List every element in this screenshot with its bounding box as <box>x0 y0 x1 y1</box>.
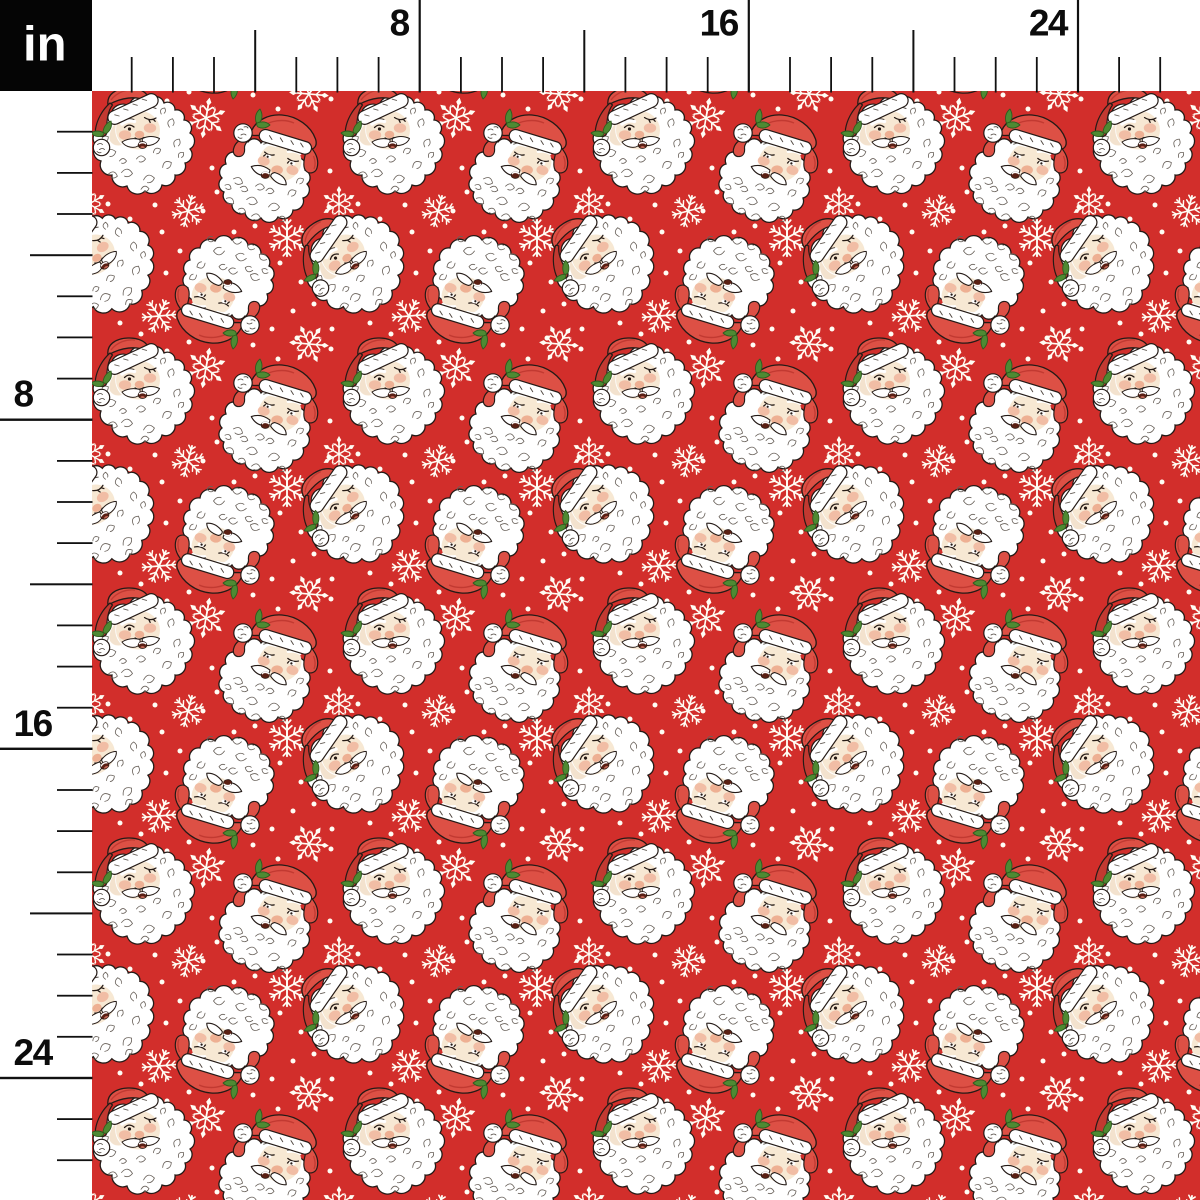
svg-text:16: 16 <box>700 3 739 44</box>
svg-text:8: 8 <box>390 3 410 44</box>
svg-text:16: 16 <box>14 703 53 744</box>
svg-text:8: 8 <box>14 374 34 415</box>
svg-text:in: in <box>23 18 67 72</box>
svg-text:24: 24 <box>14 1032 54 1073</box>
svg-text:24: 24 <box>1029 3 1069 44</box>
